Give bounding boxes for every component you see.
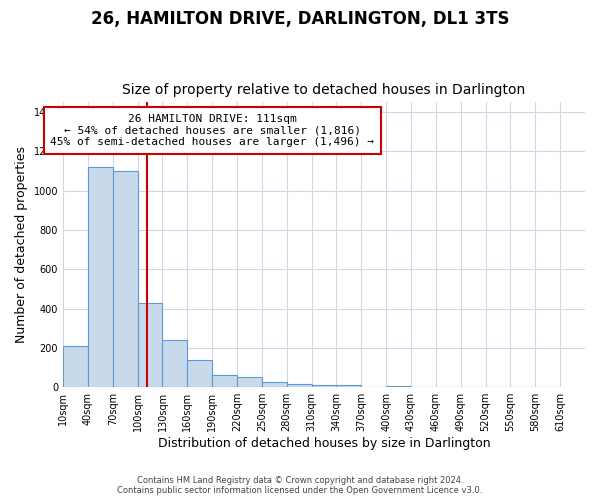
- Bar: [237, 378, 262, 387]
- Bar: [113, 171, 137, 387]
- Bar: [187, 360, 212, 387]
- Bar: [88, 167, 113, 387]
- Bar: [137, 302, 163, 387]
- X-axis label: Distribution of detached houses by size in Darlington: Distribution of detached houses by size …: [158, 437, 490, 450]
- Text: Contains HM Land Registry data © Crown copyright and database right 2024.
Contai: Contains HM Land Registry data © Crown c…: [118, 476, 482, 495]
- Y-axis label: Number of detached properties: Number of detached properties: [15, 146, 28, 344]
- Bar: [63, 346, 88, 387]
- Bar: [287, 384, 311, 387]
- Bar: [386, 386, 411, 387]
- Title: Size of property relative to detached houses in Darlington: Size of property relative to detached ho…: [122, 83, 526, 97]
- Bar: [163, 340, 187, 387]
- Text: 26 HAMILTON DRIVE: 111sqm
← 54% of detached houses are smaller (1,816)
45% of se: 26 HAMILTON DRIVE: 111sqm ← 54% of detac…: [50, 114, 374, 148]
- Bar: [337, 385, 361, 387]
- Bar: [262, 382, 287, 387]
- Bar: [311, 384, 337, 387]
- Bar: [212, 376, 237, 387]
- Text: 26, HAMILTON DRIVE, DARLINGTON, DL1 3TS: 26, HAMILTON DRIVE, DARLINGTON, DL1 3TS: [91, 10, 509, 28]
